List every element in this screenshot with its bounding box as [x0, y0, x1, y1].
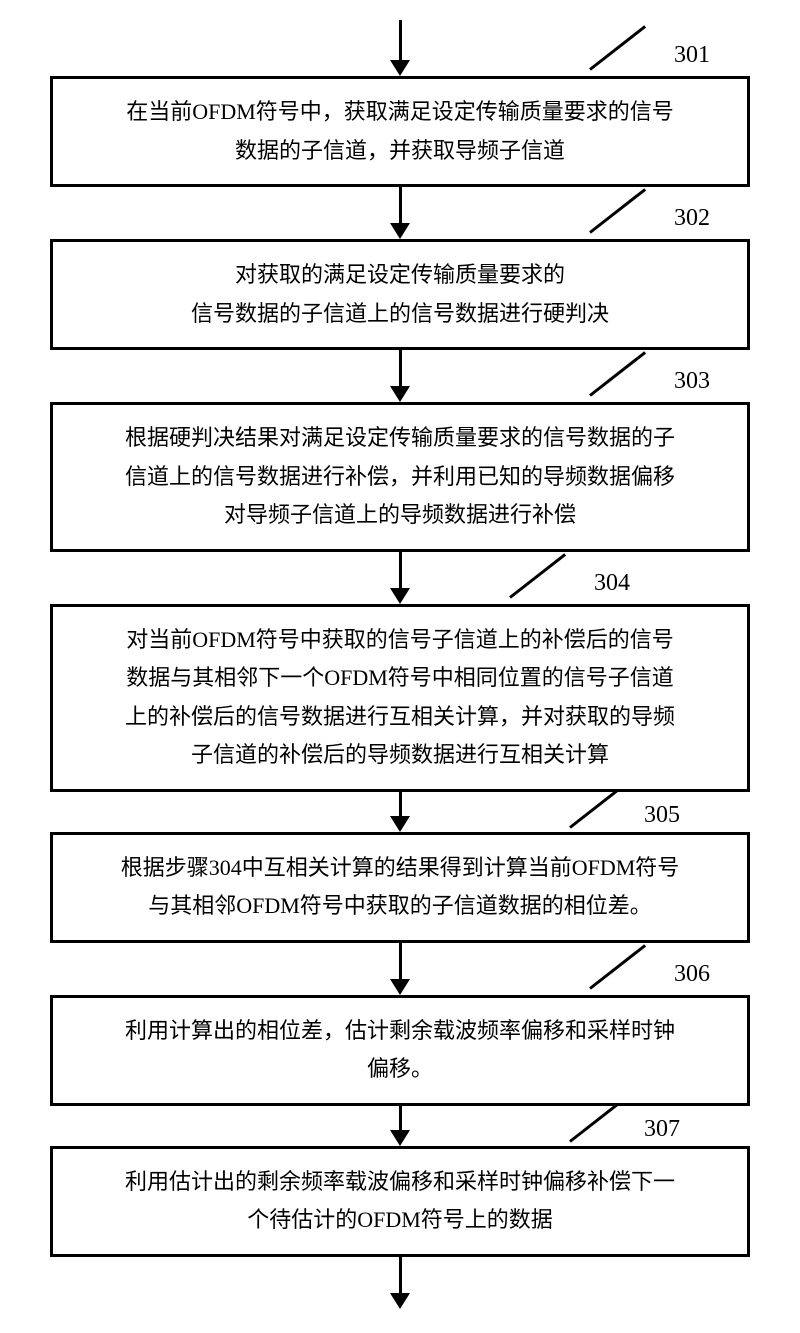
step-text-line: 在当前OFDM符号中，获取满足设定传输质量要求的信号 — [73, 93, 727, 132]
arrow-head-icon — [390, 60, 410, 76]
arrow — [390, 187, 410, 239]
step-text-line: 对获取的满足设定传输质量要求的 — [73, 256, 727, 295]
step-304: 304对当前OFDM符号中获取的信号子信道上的补偿后的信号数据与其相邻下一个OF… — [20, 604, 780, 792]
step-text-line: 信号数据的子信道上的信号数据进行硬判决 — [73, 295, 727, 334]
arrow — [390, 943, 410, 995]
arrow-line — [399, 792, 402, 816]
step-text-line: 利用估计出的剩余频率载波偏移和采样时钟偏移补偿下一 — [73, 1163, 727, 1202]
flowchart-container: 301 在当前OFDM符号中，获取满足设定传输质量要求的信号数据的子信道，并获取导… — [20, 20, 780, 1309]
step-label: 306 — [674, 961, 710, 988]
step-label: 301 — [674, 42, 710, 69]
arrow-head-icon — [390, 223, 410, 239]
arrow — [390, 1106, 410, 1146]
step-text-line: 个待估计的OFDM符号上的数据 — [73, 1201, 727, 1240]
step-box: 在当前OFDM符号中，获取满足设定传输质量要求的信号数据的子信道，并获取导频子信… — [50, 76, 750, 187]
step-301: 301在当前OFDM符号中，获取满足设定传输质量要求的信号数据的子信道，并获取导… — [20, 76, 780, 187]
arrow-line — [399, 1257, 402, 1293]
step-text-line: 对导频子信道上的导频数据进行补偿 — [73, 496, 727, 535]
step-label: 303 — [674, 368, 710, 395]
arrow — [390, 1257, 410, 1309]
step-text-line: 子信道的补偿后的导频数据进行互相关计算 — [73, 736, 727, 775]
step-label: 307 — [644, 1116, 680, 1143]
step-text-line: 数据的子信道，并获取导频子信道 — [73, 132, 727, 171]
arrow-line — [399, 552, 402, 588]
step-label: 304 — [594, 570, 630, 597]
step-text-line: 偏移。 — [73, 1050, 727, 1089]
leader-line — [569, 789, 618, 828]
arrow-line — [399, 20, 402, 60]
step-text-line: 根据硬判决结果对满足设定传输质量要求的信号数据的子 — [73, 419, 727, 458]
arrow-line — [399, 187, 402, 223]
arrow-head-icon — [390, 979, 410, 995]
step-303: 303根据硬判决结果对满足设定传输质量要求的信号数据的子信道上的信号数据进行补偿… — [20, 402, 780, 552]
step-label: 302 — [674, 205, 710, 232]
arrow — [390, 792, 410, 832]
leader-line — [589, 25, 646, 70]
step-text-line: 利用计算出的相位差，估计剩余载波频率偏移和采样时钟 — [73, 1012, 727, 1051]
step-box: 利用计算出的相位差，估计剩余载波频率偏移和采样时钟偏移。 — [50, 995, 750, 1106]
step-307: 307利用估计出的剩余频率载波偏移和采样时钟偏移补偿下一个待估计的OFDM符号上… — [20, 1146, 780, 1257]
arrow-head-icon — [390, 816, 410, 832]
step-306: 306利用计算出的相位差，估计剩余载波频率偏移和采样时钟偏移。 — [20, 995, 780, 1106]
step-text-line: 上的补偿后的信号数据进行互相关计算，并对获取的导频 — [73, 698, 727, 737]
arrow-head-icon — [390, 588, 410, 604]
step-box: 对当前OFDM符号中获取的信号子信道上的补偿后的信号数据与其相邻下一个OFDM符… — [50, 604, 750, 792]
arrow-head-icon — [390, 386, 410, 402]
arrow-head-icon — [390, 1130, 410, 1146]
step-label: 305 — [644, 802, 680, 829]
step-text-line: 数据与其相邻下一个OFDM符号中相同位置的信号子信道 — [73, 659, 727, 698]
arrow — [390, 552, 410, 604]
step-text-line: 根据步骤304中互相关计算的结果得到计算当前OFDM符号 — [73, 849, 727, 888]
step-box: 根据硬判决结果对满足设定传输质量要求的信号数据的子信道上的信号数据进行补偿，并利… — [50, 402, 750, 552]
leader-line — [589, 188, 646, 233]
leader-line — [589, 944, 646, 989]
step-text-line: 对当前OFDM符号中获取的信号子信道上的补偿后的信号 — [73, 621, 727, 660]
step-box: 对获取的满足设定传输质量要求的信号数据的子信道上的信号数据进行硬判决 — [50, 239, 750, 350]
step-305: 305根据步骤304中互相关计算的结果得到计算当前OFDM符号与其相邻OFDM符… — [20, 832, 780, 943]
step-box: 根据步骤304中互相关计算的结果得到计算当前OFDM符号与其相邻OFDM符号中获… — [50, 832, 750, 943]
step-302: 302对获取的满足设定传输质量要求的信号数据的子信道上的信号数据进行硬判决 — [20, 239, 780, 350]
step-box: 利用估计出的剩余频率载波偏移和采样时钟偏移补偿下一个待估计的OFDM符号上的数据 — [50, 1146, 750, 1257]
arrow-head-icon — [390, 1293, 410, 1309]
step-text-line: 信道上的信号数据进行补偿，并利用已知的导频数据偏移 — [73, 458, 727, 497]
arrow-line — [399, 943, 402, 979]
leader-line — [569, 1103, 618, 1142]
leader-line — [509, 553, 566, 598]
arrow-line — [399, 350, 402, 386]
leader-line — [589, 351, 646, 396]
arrow — [390, 350, 410, 402]
arrow — [390, 20, 410, 76]
step-text-line: 与其相邻OFDM符号中获取的子信道数据的相位差。 — [73, 887, 727, 926]
arrow-line — [399, 1106, 402, 1130]
